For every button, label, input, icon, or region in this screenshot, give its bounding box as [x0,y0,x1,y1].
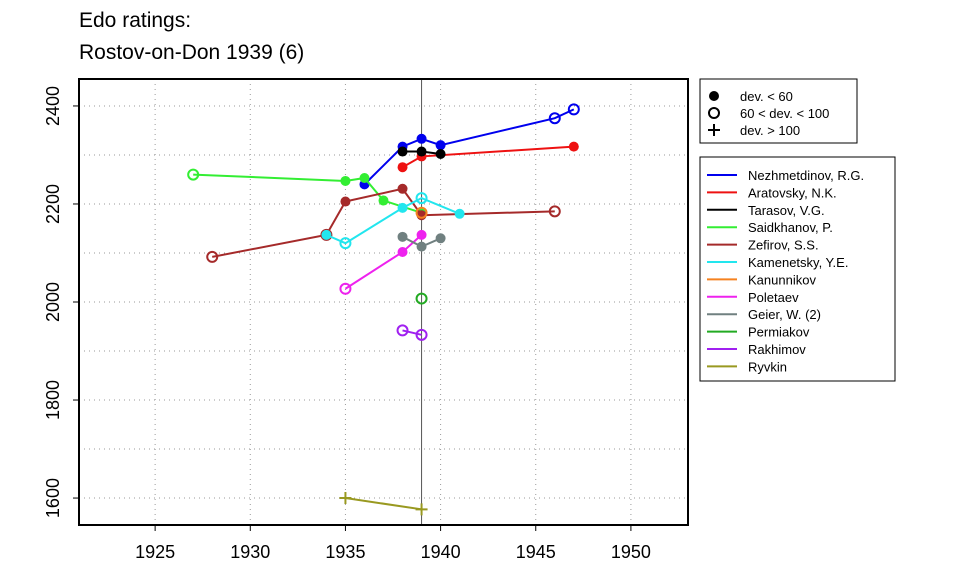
series-line [345,497,422,511]
data-point [340,196,351,207]
data-point [548,112,561,125]
series-geier-w-2 [397,231,446,252]
plot-frame [78,78,689,526]
series-legend: Nezhmetdinov, R.G. Aratovsky, N.K. Tarasov… [699,156,896,382]
marker-legend-label: 60 < dev. < 100 [740,106,829,121]
series-poletaev [339,229,427,295]
data-point [397,247,408,258]
data-point [397,162,408,173]
chart-title-line-2: Rostov-on-Don 1939 (6) [79,41,305,64]
data-point [568,141,579,152]
data-point [567,103,580,116]
series-tarasov-v-g [397,146,446,159]
data-point [548,205,561,218]
marker-legend: dev. < 60 60 < dev. < 100 dev. > 100 [699,78,858,144]
data-point [415,328,428,341]
x-axis: 1925 1930 1935 1940 1945 1950 [135,525,651,562]
series-saidkhanov-p [187,168,427,218]
series-legend-label: Saidkhanov, P. [748,220,833,235]
data-point [416,229,427,240]
data-point [397,183,408,194]
x-tick-label: 1925 [135,542,175,562]
data-point [415,503,428,516]
data-point [454,208,465,219]
data-point [397,146,408,157]
series-line [402,329,422,336]
series-line [193,173,422,214]
series-legend-label: Kanunnikov [748,272,816,287]
data-point [435,148,446,159]
series-legend-label: Rakhimov [748,342,806,357]
data-point [416,241,427,252]
marker-legend-symbol [709,91,719,101]
series-legend-box [699,156,896,382]
series-line [363,108,575,186]
data-point [416,133,427,144]
data-point [415,206,428,219]
series-ryvkin [339,492,428,516]
data-point [435,233,446,244]
series-line [212,187,555,258]
y-tick-label: 2400 [43,86,63,126]
x-tick-label: 1950 [611,542,651,562]
data-point [415,292,428,305]
data-point [435,140,446,151]
series-zefirov-s-s [206,183,561,263]
series-legend-label: Zefirov, S.S. [748,238,819,253]
data-point [416,146,427,157]
data-point [206,250,219,263]
y-tick-label: 1800 [43,380,63,420]
data-point [397,231,408,242]
marker-legend-symbol [708,107,720,119]
data-point [321,229,332,240]
series-aratovsky-n-k [397,141,579,173]
data-point [378,195,389,206]
data-point [339,282,352,295]
data-point [359,173,370,184]
marker-legend-label: dev. < 60 [740,89,793,104]
series-line [344,234,423,290]
series-legend-label: Ryvkin [748,359,787,374]
data-point [339,237,352,250]
series-nezhmetdinov-r-g [359,103,580,190]
series-permiakov [415,292,428,305]
x-tick-label: 1935 [325,542,365,562]
data-point [339,492,352,505]
data-point [415,192,428,205]
x-tick-label: 1930 [230,542,270,562]
series-line [402,145,574,169]
series-legend-label: Geier, W. (2) [748,307,821,322]
series-legend-label: Tarasov, V.G. [748,203,825,218]
series-kanunnikov [415,206,428,219]
series-legend-label: Aratovsky, N.K. [748,185,837,200]
series-legend-label: Nezhmetdinov, R.G. [748,168,864,183]
marker-legend-symbol [708,124,720,136]
y-axis: 1600 1800 2000 2200 2400 [43,86,79,518]
x-tick-label: 1940 [421,542,461,562]
series-legend-label: Permiakov [748,325,810,340]
series-legend-label: Poletaev [748,290,799,305]
series-kamenetsky-y-e [321,192,465,250]
y-tick-label: 1600 [43,478,63,518]
series-legend-label: Kamenetsky, Y.E. [748,255,848,270]
chart-title-line-1: Edo ratings: [79,9,192,32]
data-point [340,175,351,186]
y-tick-label: 2200 [43,184,63,224]
grid [79,79,688,525]
marker-legend-box [699,78,858,144]
marker-legend-label: dev. > 100 [740,123,800,138]
y-tick-label: 2000 [43,282,63,322]
x-tick-label: 1945 [516,542,556,562]
series-rakhimov [396,324,428,341]
data-point [396,324,409,337]
data-point [397,202,408,213]
data-point [187,168,200,181]
